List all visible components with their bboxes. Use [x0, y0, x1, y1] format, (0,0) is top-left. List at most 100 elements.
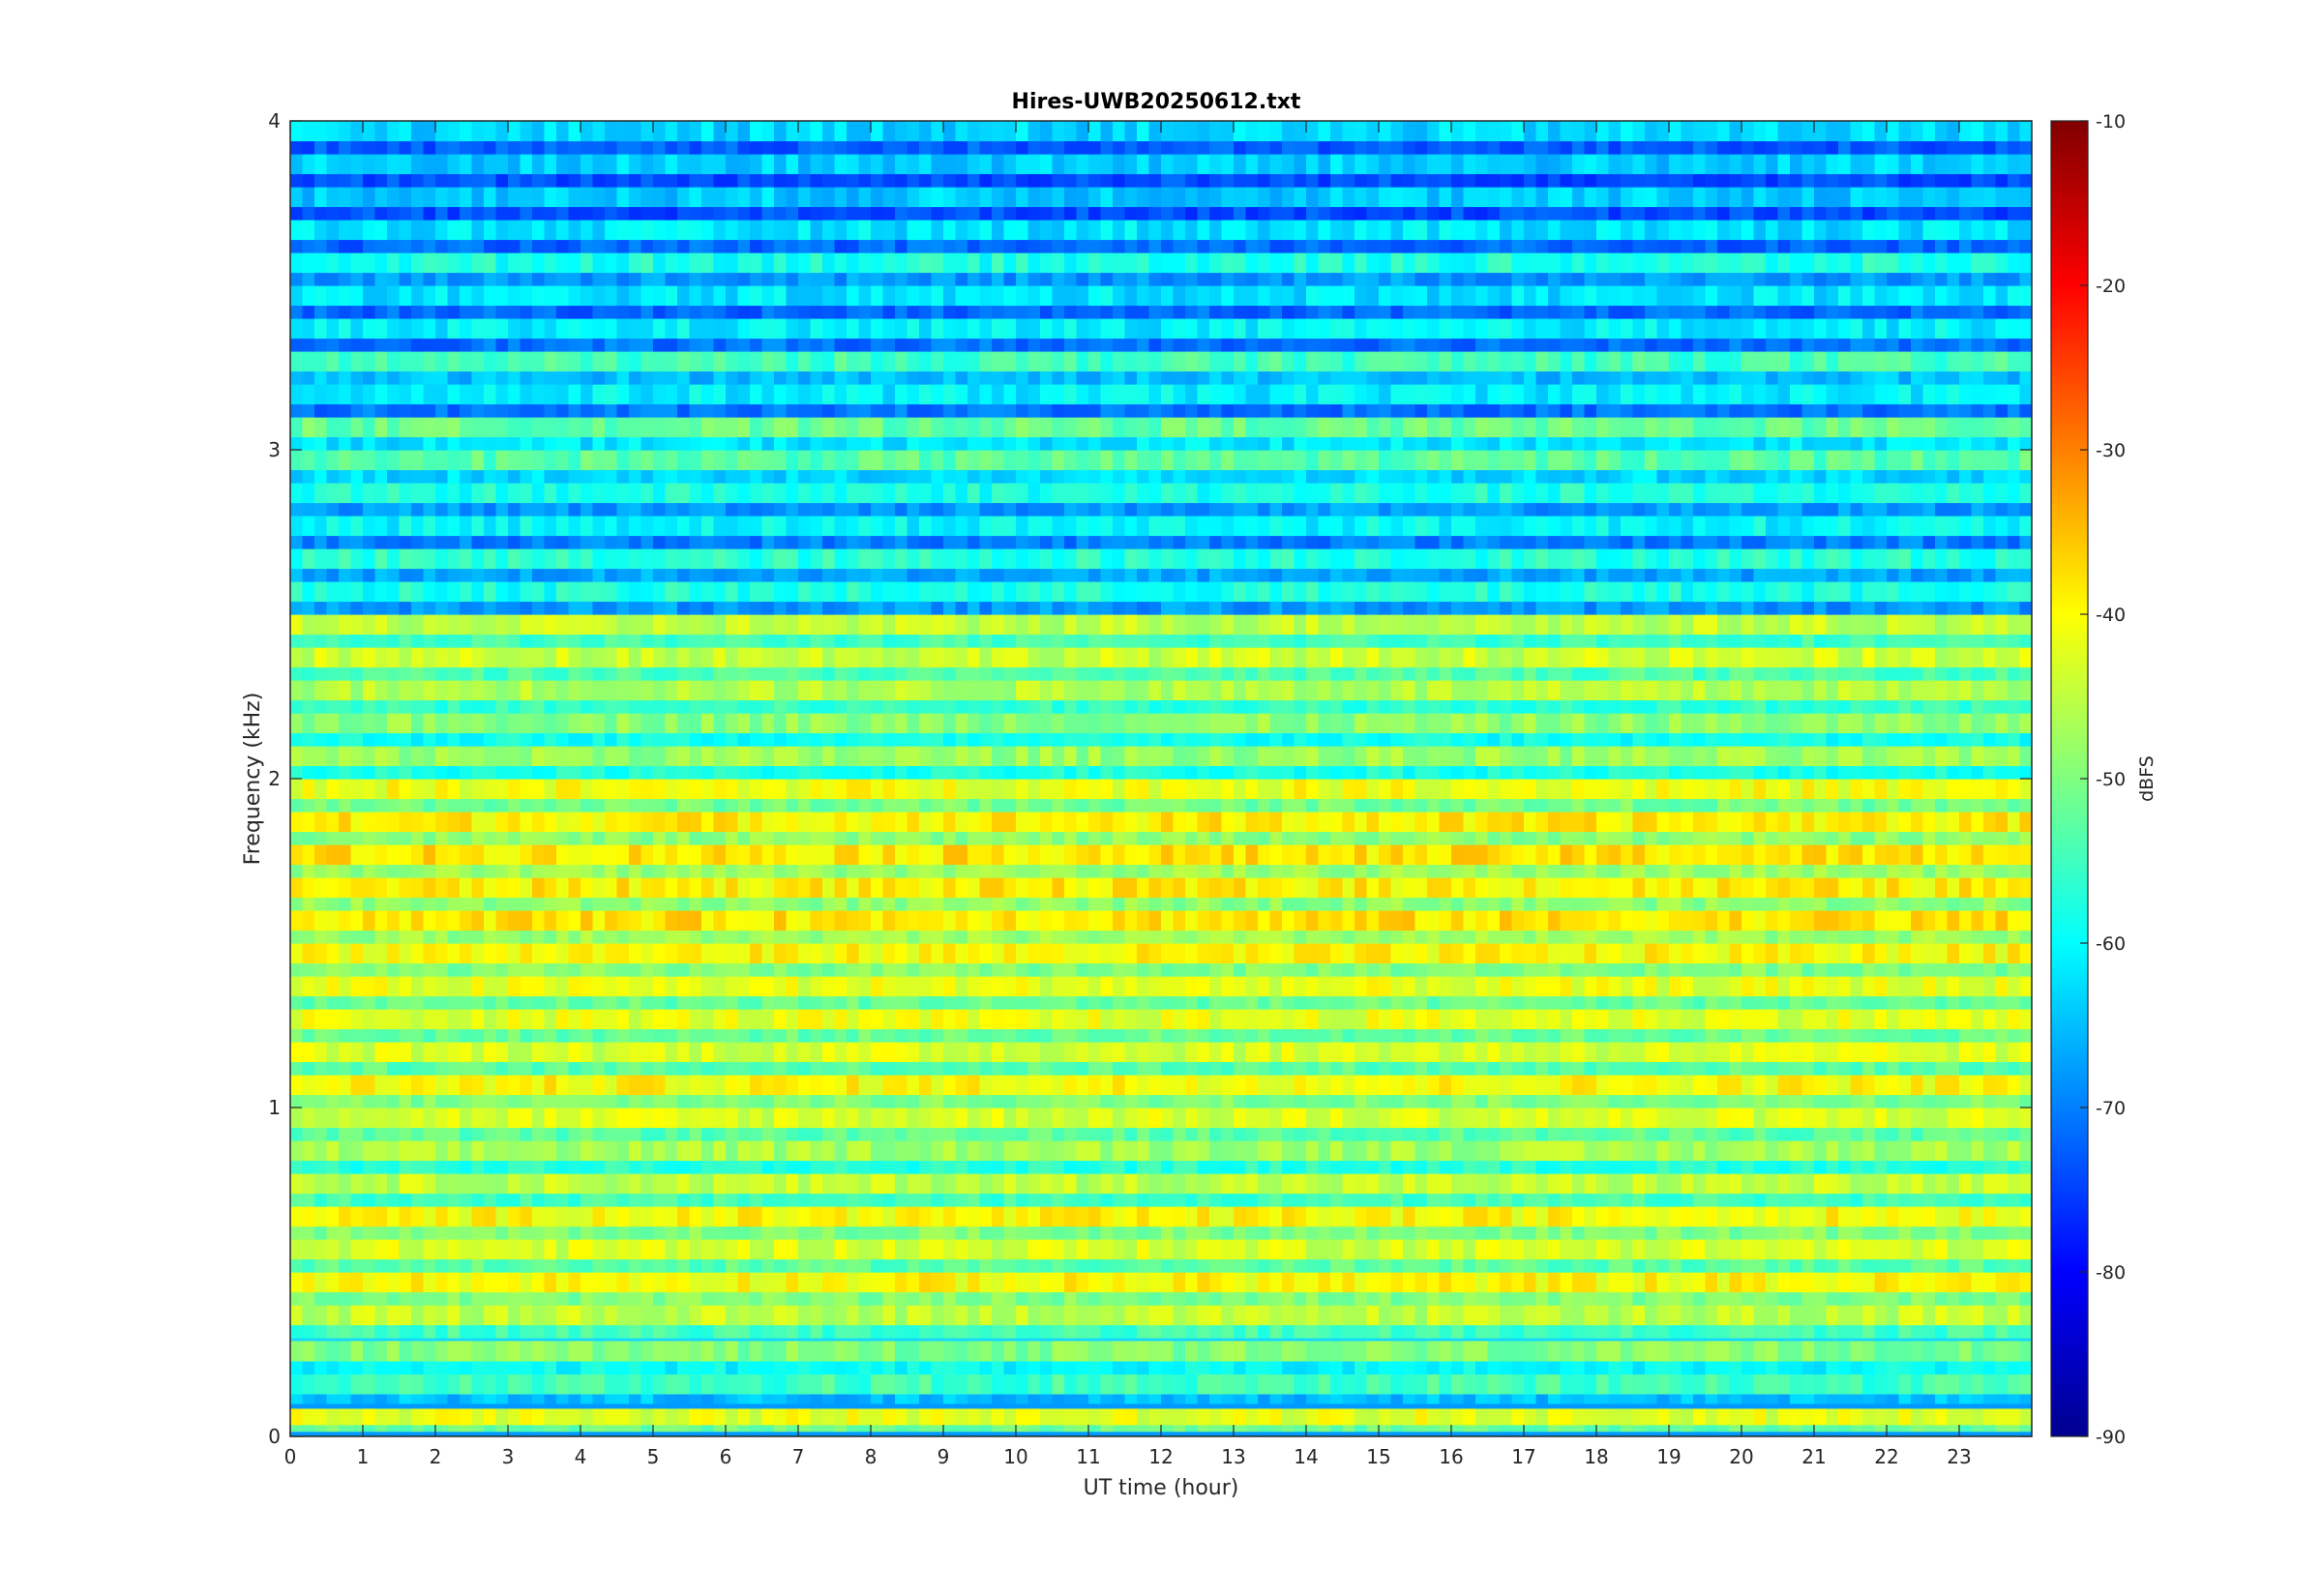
heatmap-cell: [1645, 1259, 1658, 1273]
heatmap-cell: [1801, 1062, 1815, 1076]
heatmap-cell: [1282, 910, 1295, 931]
heatmap-cell: [1475, 1108, 1489, 1129]
heatmap-cell: [979, 1305, 993, 1326]
heatmap-cell: [968, 1292, 981, 1306]
heatmap-cell: [713, 1029, 727, 1043]
heatmap-cell: [992, 1341, 1005, 1363]
heatmap-cell: [1511, 1227, 1525, 1240]
heatmap-cell: [943, 898, 957, 911]
heatmap-cell: [435, 1108, 449, 1129]
heatmap-cell: [1511, 1173, 1525, 1195]
heatmap-cell: [605, 1325, 618, 1339]
heatmap-cell: [713, 1128, 727, 1141]
heatmap-cell: [435, 1272, 449, 1293]
heatmap-cell: [1342, 1108, 1355, 1129]
heatmap-cell: [701, 1272, 715, 1293]
heatmap-cell: [992, 1227, 1005, 1240]
heatmap-cell: [1354, 1029, 1368, 1043]
heatmap-cell: [460, 1325, 473, 1339]
heatmap-cell: [774, 943, 788, 964]
heatmap-cell: [1269, 1341, 1283, 1363]
heatmap-cell: [1137, 1227, 1150, 1240]
heatmap-cell: [435, 1095, 449, 1108]
heatmap-cell: [1027, 1194, 1041, 1207]
heatmap-cell: [1379, 1140, 1392, 1162]
heatmap-cell: [895, 1042, 908, 1063]
heatmap-cell: [1705, 1075, 1718, 1096]
heatmap-cell: [1052, 1206, 1065, 1227]
heatmap-cell: [1003, 1374, 1017, 1396]
heatmap-cell: [1148, 1095, 1162, 1108]
heatmap-cell: [1524, 1029, 1537, 1043]
heatmap-cell: [1753, 1194, 1767, 1207]
heatmap-cell: [786, 1140, 799, 1162]
heatmap-cell: [1064, 1140, 1078, 1162]
heatmap-cell: [1669, 898, 1682, 911]
heatmap-cell: [1645, 1009, 1658, 1030]
heatmap-cell: [314, 1305, 328, 1326]
heatmap-cell: [460, 1062, 473, 1076]
heatmap-cell: [1064, 1062, 1078, 1076]
heatmap-cell: [1887, 1227, 1900, 1240]
heatmap-cell: [1016, 1042, 1029, 1063]
heatmap-cell: [1572, 1325, 1586, 1339]
heatmap-cell: [677, 877, 691, 899]
heatmap-cell: [302, 1292, 315, 1306]
heatmap-cell: [1766, 1341, 1779, 1363]
heatmap-cell: [774, 1095, 788, 1108]
heatmap-cell: [1185, 1042, 1199, 1063]
heatmap-cell: [435, 1042, 449, 1063]
heatmap-cell: [1911, 1272, 1924, 1293]
heatmap-cell: [1100, 877, 1114, 899]
heatmap-cell: [1742, 910, 1755, 931]
heatmap-cell: [508, 1361, 521, 1374]
heatmap-cell: [1814, 1325, 1828, 1339]
heatmap-cell: [484, 1128, 497, 1141]
heatmap-cell: [640, 1406, 654, 1426]
heatmap-cell: [1439, 996, 1452, 1010]
heatmap-cell: [1995, 1325, 2009, 1339]
heatmap-cell: [1511, 1272, 1525, 1293]
heatmap-cell: [1911, 1128, 1924, 1141]
heatmap-cell: [822, 1206, 836, 1227]
heatmap-cell: [761, 1140, 775, 1162]
heatmap-cell: [1318, 931, 1331, 944]
heatmap-cell: [1729, 1406, 1742, 1426]
heatmap-cell: [761, 931, 775, 944]
heatmap-cell: [689, 1095, 702, 1108]
heatmap-cell: [640, 898, 654, 911]
heatmap-cell: [1790, 1325, 1803, 1339]
heatmap-cell: [919, 931, 933, 944]
heatmap-cell: [350, 1062, 364, 1076]
heatmap-cell: [363, 1095, 376, 1108]
heatmap-cell: [1403, 898, 1416, 911]
heatmap-cell: [1621, 963, 1634, 977]
heatmap-cell: [1173, 1292, 1186, 1306]
heatmap-cell: [871, 1042, 884, 1063]
heatmap-cell: [1354, 1227, 1368, 1240]
heatmap-cell: [919, 1341, 933, 1363]
heatmap-cell: [1306, 910, 1320, 931]
heatmap-cell: [677, 1305, 691, 1326]
heatmap-cell: [774, 996, 788, 1010]
heatmap-cell: [1898, 1239, 1912, 1260]
heatmap-cell: [629, 1272, 642, 1293]
heatmap-cell: [605, 963, 618, 977]
heatmap-cell: [1922, 943, 1936, 964]
heatmap-cell: [387, 1325, 401, 1339]
heatmap-cell: [592, 1374, 606, 1396]
heatmap-cell: [834, 1406, 848, 1426]
heatmap-cell: [701, 1140, 715, 1162]
heatmap-cell: [508, 1374, 521, 1396]
heatmap-cell: [1427, 1009, 1441, 1030]
heatmap-cell: [1681, 1095, 1694, 1108]
heatmap-cell: [374, 910, 388, 931]
heatmap-cell: [616, 910, 630, 931]
heatmap-cell: [955, 1206, 968, 1227]
heatmap-cell: [653, 865, 667, 878]
heatmap-cell: [399, 898, 412, 911]
heatmap-cell: [640, 877, 654, 899]
heatmap-cell: [302, 1227, 315, 1240]
heatmap-cell: [568, 1259, 581, 1273]
heatmap-cell: [2008, 1075, 2021, 1096]
